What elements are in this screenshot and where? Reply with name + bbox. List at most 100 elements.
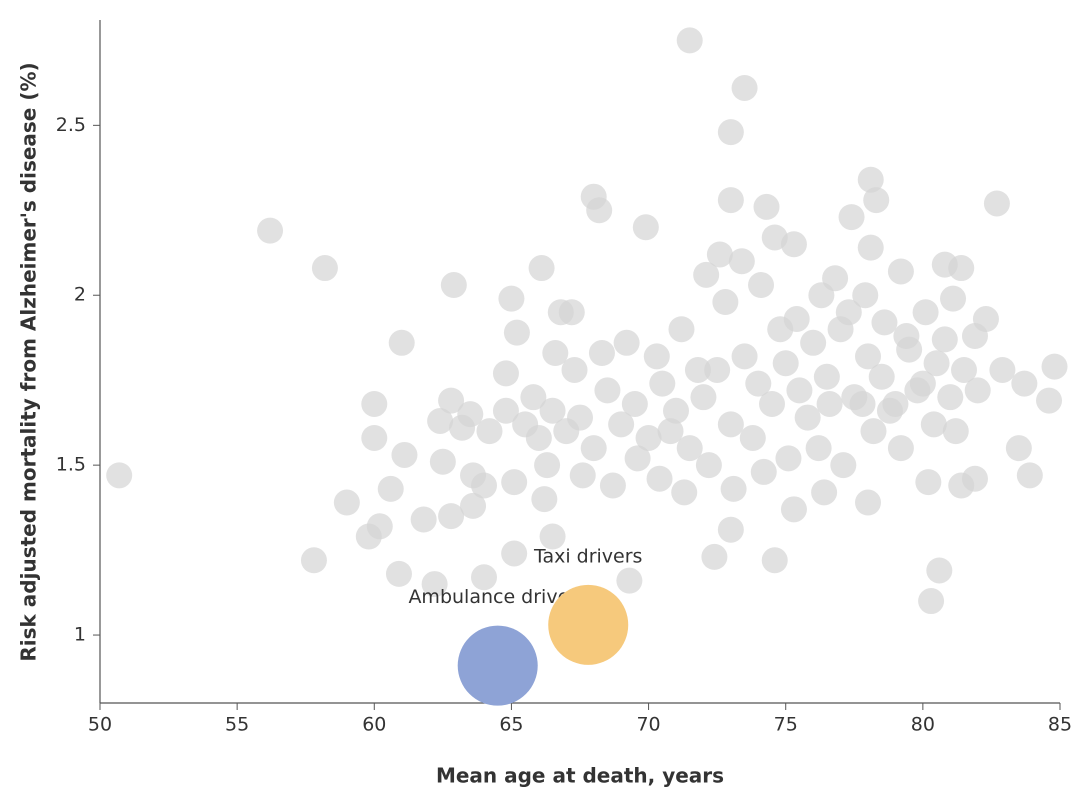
point <box>1011 370 1038 397</box>
point <box>811 479 838 506</box>
point <box>671 479 698 506</box>
point <box>616 567 643 594</box>
point <box>657 418 684 445</box>
point <box>438 503 465 530</box>
point <box>918 588 945 615</box>
highlight-point <box>548 584 629 665</box>
point <box>599 472 626 499</box>
point <box>106 462 133 489</box>
point <box>539 397 566 424</box>
y-tick-label: 2.5 <box>56 114 86 136</box>
point <box>704 356 731 383</box>
point <box>739 424 766 451</box>
point <box>460 492 487 519</box>
point <box>492 360 519 387</box>
point <box>534 452 561 479</box>
point <box>520 384 547 411</box>
point <box>668 316 695 343</box>
point <box>805 435 832 462</box>
point <box>503 319 530 346</box>
point <box>457 401 484 428</box>
highlight-point <box>457 625 538 706</box>
point <box>868 363 895 390</box>
annotation: Ambulance drivers <box>408 586 587 608</box>
point <box>750 458 777 485</box>
point <box>632 214 659 241</box>
point <box>586 197 613 224</box>
x-tick-label: 60 <box>362 714 386 736</box>
point <box>852 282 879 309</box>
point <box>471 564 497 591</box>
point <box>594 377 621 404</box>
point <box>476 418 503 445</box>
point <box>855 489 881 516</box>
point <box>646 465 673 492</box>
point <box>761 224 788 251</box>
point <box>876 397 903 424</box>
point <box>753 193 780 220</box>
point <box>855 343 881 370</box>
point <box>311 255 338 282</box>
point <box>800 329 827 356</box>
point <box>366 513 393 540</box>
point <box>388 329 415 356</box>
point <box>663 397 689 424</box>
point <box>931 326 958 353</box>
point <box>528 255 555 282</box>
x-tick-label: 80 <box>911 714 935 736</box>
point <box>849 390 876 417</box>
point <box>863 187 890 214</box>
point <box>748 272 775 299</box>
point <box>613 329 640 356</box>
point <box>1016 462 1043 489</box>
point <box>391 441 418 468</box>
x-tick-label: 85 <box>1048 714 1072 736</box>
point <box>857 166 884 193</box>
point <box>731 74 758 101</box>
point <box>531 486 558 513</box>
point <box>649 370 676 397</box>
point <box>731 343 758 370</box>
point <box>684 356 711 383</box>
point <box>257 217 284 244</box>
point <box>717 187 744 214</box>
point <box>635 424 662 451</box>
point <box>767 316 794 343</box>
point <box>951 356 977 383</box>
point <box>786 377 813 404</box>
point <box>857 234 884 261</box>
point <box>838 204 865 231</box>
point <box>608 411 635 438</box>
x-axis-title: Mean age at death, years <box>436 764 724 788</box>
point <box>964 377 991 404</box>
point <box>761 547 788 574</box>
y-axis-title: Risk adjusted mortality from Alzheimer's… <box>17 62 41 661</box>
point <box>961 465 988 492</box>
point <box>1005 435 1032 462</box>
point <box>926 557 953 584</box>
point <box>772 350 799 377</box>
point <box>920 411 947 438</box>
point <box>948 255 975 282</box>
point <box>728 248 755 275</box>
point <box>794 404 821 431</box>
point <box>693 261 720 288</box>
point <box>558 299 585 326</box>
point <box>904 377 931 404</box>
point <box>542 340 569 367</box>
point <box>887 435 914 462</box>
point <box>989 356 1016 383</box>
point <box>410 506 437 533</box>
point <box>1036 387 1063 414</box>
point <box>822 265 849 292</box>
point <box>525 424 552 451</box>
point <box>780 496 807 523</box>
point <box>835 299 862 326</box>
point <box>429 448 456 475</box>
point <box>333 489 360 516</box>
point <box>937 384 964 411</box>
x-tick-label: 65 <box>499 714 523 736</box>
point <box>300 547 327 574</box>
point <box>720 475 747 502</box>
